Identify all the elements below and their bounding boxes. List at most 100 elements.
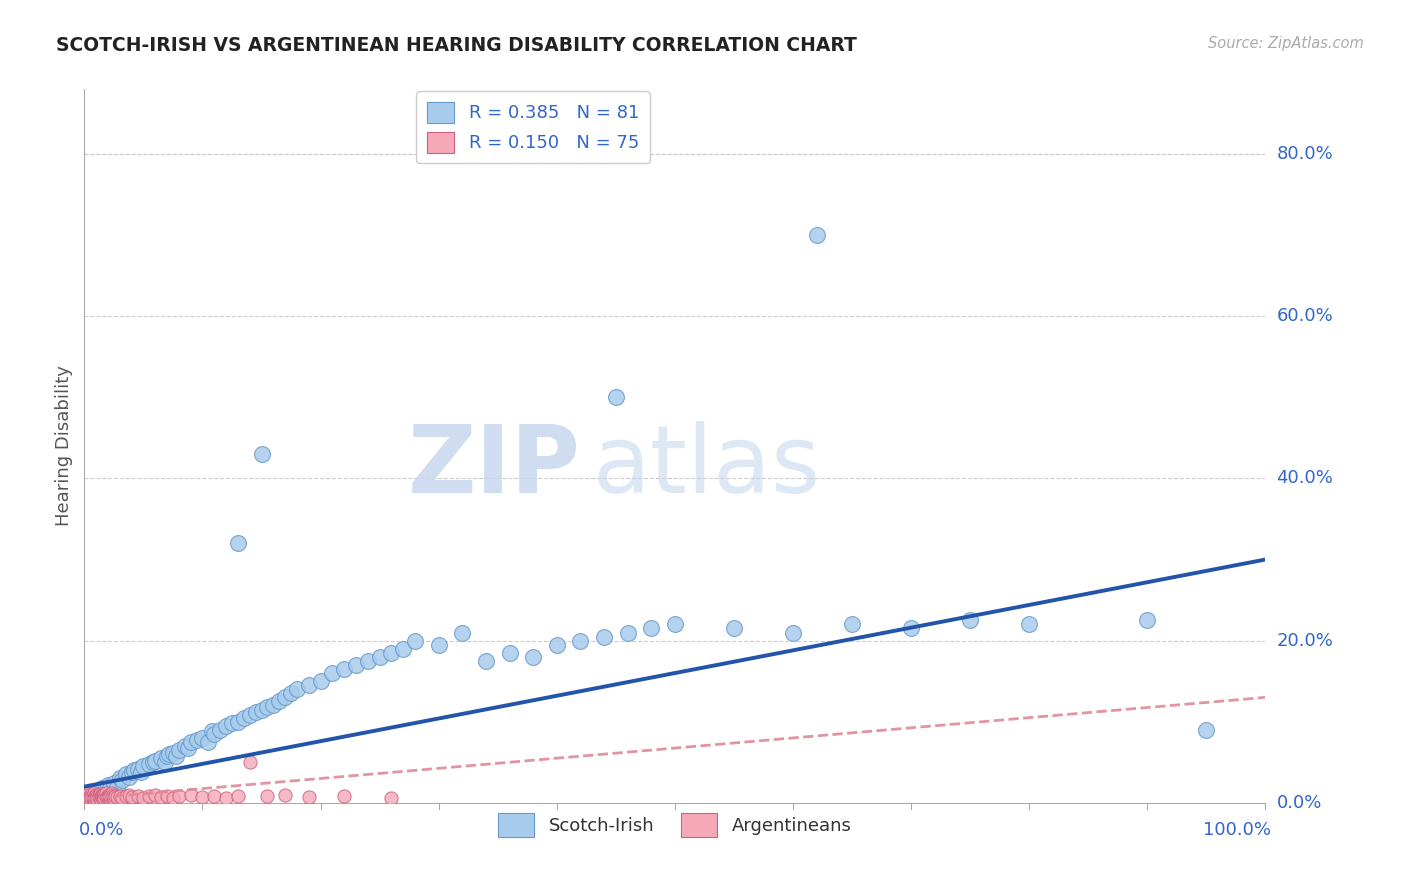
Point — [180, 735, 202, 749]
Point — [177, 740, 200, 755]
Point — [640, 622, 662, 636]
Point — [162, 791, 184, 805]
Point — [226, 714, 249, 729]
Point — [274, 690, 297, 705]
Point — [333, 789, 356, 803]
Point — [256, 700, 278, 714]
Point — [569, 633, 592, 648]
Text: 0.0%: 0.0% — [79, 821, 124, 838]
Point — [98, 790, 121, 805]
Point — [404, 633, 426, 648]
Point — [153, 756, 176, 770]
Point — [143, 788, 166, 802]
Point — [664, 617, 686, 632]
Point — [142, 756, 165, 770]
Point — [111, 791, 134, 805]
Point — [107, 790, 129, 805]
Point — [226, 536, 249, 550]
Point — [87, 789, 110, 803]
Point — [209, 723, 232, 737]
Point — [93, 787, 115, 801]
Point — [1195, 723, 1218, 737]
Point — [380, 646, 402, 660]
Point — [1136, 613, 1159, 627]
Point — [96, 791, 118, 805]
Text: atlas: atlas — [592, 421, 821, 514]
Point — [84, 788, 107, 802]
Point — [75, 791, 97, 805]
Point — [546, 638, 568, 652]
Point — [87, 786, 110, 800]
Point — [191, 790, 214, 805]
Point — [132, 791, 155, 805]
Point — [180, 788, 202, 802]
Point — [333, 662, 356, 676]
Point — [221, 716, 243, 731]
Point — [1018, 617, 1040, 632]
Point — [522, 649, 544, 664]
Point — [132, 759, 155, 773]
Point — [82, 789, 104, 803]
Point — [114, 767, 136, 781]
Point — [239, 708, 262, 723]
Point — [103, 791, 125, 805]
Point — [167, 743, 190, 757]
Point — [90, 789, 112, 804]
Point — [285, 682, 308, 697]
Text: ZIP: ZIP — [408, 421, 581, 514]
Point — [605, 390, 627, 404]
Point — [96, 790, 118, 805]
Point — [202, 789, 225, 803]
Text: 0.0%: 0.0% — [1277, 794, 1322, 812]
Point — [86, 789, 108, 804]
Point — [129, 764, 152, 779]
Point — [215, 719, 238, 733]
Point — [262, 698, 284, 713]
Point — [593, 630, 616, 644]
Point — [127, 789, 149, 803]
Point — [77, 786, 100, 800]
Point — [232, 711, 254, 725]
Point — [77, 791, 100, 805]
Text: 40.0%: 40.0% — [1277, 469, 1333, 487]
Point — [226, 789, 249, 804]
Point — [723, 622, 745, 636]
Point — [87, 790, 110, 805]
Point — [80, 790, 103, 805]
Point — [107, 780, 129, 794]
Point — [156, 789, 179, 803]
Text: 60.0%: 60.0% — [1277, 307, 1333, 326]
Point — [118, 770, 141, 784]
Point — [93, 791, 115, 805]
Point — [143, 754, 166, 768]
Point — [162, 746, 184, 760]
Point — [91, 783, 114, 797]
Point — [91, 790, 114, 805]
Point — [202, 727, 225, 741]
Point — [616, 625, 638, 640]
Point — [80, 787, 103, 801]
Legend: Scotch-Irish, Argentineans: Scotch-Irish, Argentineans — [491, 806, 859, 844]
Point — [100, 786, 122, 800]
Point — [89, 787, 111, 801]
Point — [122, 764, 145, 778]
Text: Source: ZipAtlas.com: Source: ZipAtlas.com — [1208, 36, 1364, 51]
Point — [86, 791, 108, 805]
Point — [186, 732, 208, 747]
Point — [101, 788, 124, 802]
Point — [76, 789, 98, 804]
Point — [82, 791, 104, 805]
Point — [91, 791, 114, 805]
Point — [103, 775, 125, 789]
Point — [250, 702, 273, 716]
Point — [91, 788, 114, 802]
Point — [806, 228, 828, 243]
Point — [121, 790, 143, 805]
Point — [121, 764, 143, 779]
Point — [498, 646, 520, 660]
Point — [368, 649, 391, 664]
Point — [98, 788, 121, 802]
Point — [79, 789, 101, 803]
Point — [250, 447, 273, 461]
Point — [108, 772, 131, 786]
